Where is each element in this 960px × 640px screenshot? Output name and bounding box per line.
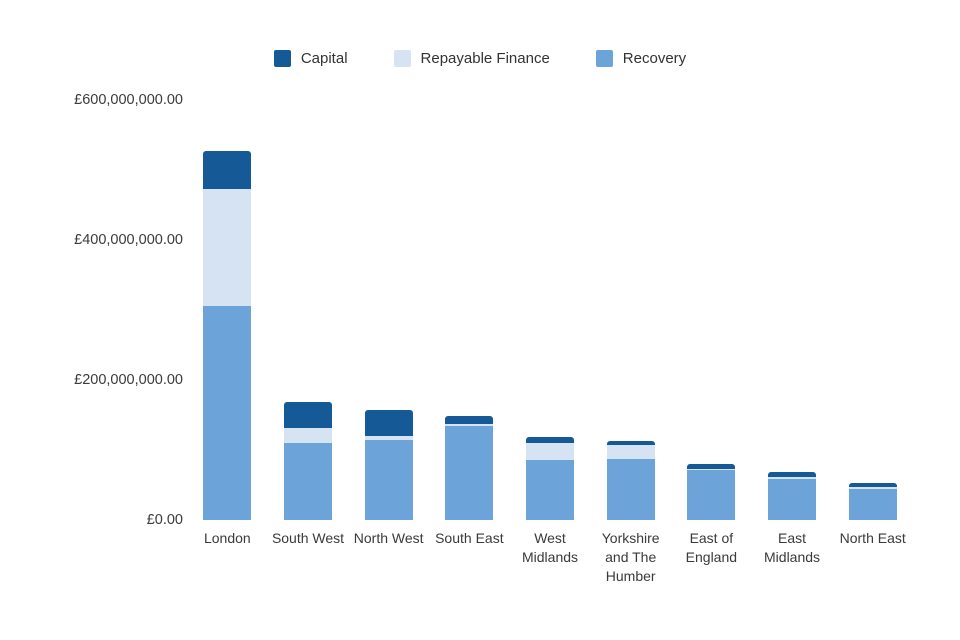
legend-swatch-icon: [595, 50, 613, 67]
bar-stack: [768, 472, 817, 520]
bar-segment-capital: [203, 151, 252, 189]
bar-stack: [284, 401, 332, 520]
bar-segment-recovery: [284, 443, 332, 520]
bar-segment-recovery: [768, 478, 817, 520]
bar-segment-repayable-finance: [848, 487, 897, 490]
bar-segment-repayable-finance: [203, 188, 252, 306]
chart-column-north-west: North West: [348, 100, 429, 546]
bar-segment-recovery: [687, 470, 736, 520]
bar-segment-recovery: [445, 426, 494, 520]
y-axis-tick-label: £600,000,000.00: [74, 92, 183, 108]
legend-swatch-icon: [273, 50, 291, 67]
bar-segment-capital: [687, 464, 736, 469]
bar-segment-recovery: [203, 305, 252, 520]
chart-column-west-midlands: West Midlands: [510, 100, 591, 565]
x-axis-category-label: South East: [435, 530, 504, 546]
bar-segment-repayable-finance: [364, 436, 413, 441]
chart-column-south-east: South East: [429, 100, 510, 546]
bar-stack: [606, 440, 655, 520]
legend: Capital Repayable Finance Recovery: [0, 50, 960, 67]
chart-column-north-east: North East: [832, 100, 913, 546]
plot-area: London South West North West South East West…: [187, 100, 913, 584]
x-axis-category-label: North East: [839, 530, 906, 546]
bar-stack: [848, 482, 897, 520]
chart-column-yorkshire-and-the-humber: Yorkshire and The Humber: [590, 100, 671, 584]
bar-segment-capital: [768, 472, 817, 477]
legend-item-recovery: Recovery: [595, 50, 687, 67]
legend-item-capital: Capital: [273, 50, 348, 67]
bar-stack: [687, 464, 736, 520]
bar-segment-capital: [526, 436, 575, 444]
bar-segment-recovery: [848, 489, 897, 520]
y-axis: £600,000,000.00 £400,000,000.00 £200,000,0…: [0, 92, 183, 528]
legend-label: Recovery: [622, 50, 687, 67]
x-axis-category-label: West Midlands: [522, 530, 579, 565]
bar-stack: [445, 416, 494, 520]
bar-stack: [526, 436, 575, 520]
x-axis-category-label: East Midlands: [764, 530, 821, 565]
x-axis-category-label: Yorkshire and The Humber: [601, 530, 660, 584]
chart-column-east-of-england: East of England: [671, 100, 752, 565]
bar-segment-repayable-finance: [606, 445, 655, 460]
bar-segment-repayable-finance: [768, 476, 817, 479]
chart-column-south-west: South West: [268, 100, 349, 546]
y-axis-tick-label: £0.00: [146, 512, 183, 528]
bar-segment-capital: [284, 401, 332, 429]
chart-column-east-midlands: East Midlands: [752, 100, 833, 565]
legend-swatch-icon: [393, 50, 411, 67]
bar-segment-recovery: [526, 459, 575, 520]
y-axis-tick-label: £400,000,000.00: [74, 232, 183, 248]
bar-segment-capital: [848, 482, 897, 488]
bar-segment-recovery: [364, 440, 413, 520]
x-axis-category-label: North West: [353, 530, 424, 546]
x-axis-category-label: East of England: [685, 530, 738, 565]
legend-label: Repayable Finance: [420, 50, 550, 67]
bar-segment-repayable-finance: [687, 468, 736, 471]
x-axis-category-label: South West: [271, 530, 345, 546]
bar-stack: [364, 410, 413, 520]
x-axis-category-label: London: [203, 530, 251, 546]
bar-segment-recovery: [606, 459, 655, 520]
bar-segment-capital: [606, 440, 655, 446]
bar-stack: [203, 151, 252, 520]
legend-item-repayable-finance: Repayable Finance: [393, 50, 550, 67]
y-axis-tick-label: £200,000,000.00: [74, 372, 183, 388]
bar-segment-repayable-finance: [284, 428, 332, 443]
bar-segment-repayable-finance: [526, 443, 575, 460]
legend-label: Capital: [300, 50, 348, 67]
bar-segment-capital: [445, 416, 494, 425]
bar-segment-repayable-finance: [445, 424, 494, 427]
bar-segment-capital: [364, 410, 413, 437]
chart-column-london: London: [187, 100, 268, 546]
